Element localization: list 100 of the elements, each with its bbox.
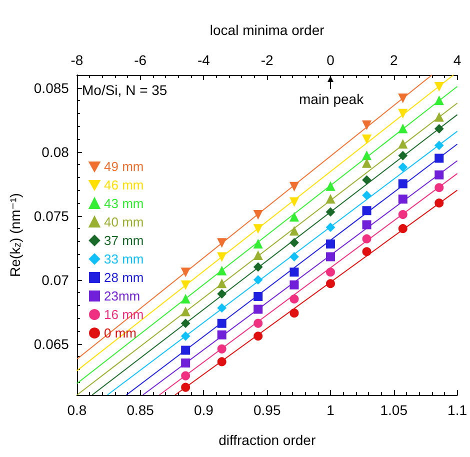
point [181,307,190,316]
point [326,182,335,191]
point [217,330,226,340]
point [217,344,226,354]
point [326,222,335,232]
point [181,268,190,277]
point [362,220,372,230]
point [434,112,444,122]
point [254,332,263,341]
point [290,212,299,222]
x-tick-label: 0.8 [67,402,87,418]
point [254,210,263,220]
point [398,224,408,234]
y-tick-label: 0.085 [34,80,70,96]
point [362,206,372,216]
point [217,357,226,366]
point [254,262,263,272]
point [181,371,190,380]
point [326,268,335,277]
point [254,224,263,234]
point [326,252,335,262]
annotation: main peak [299,91,365,107]
point [434,154,444,163]
x-tick-label: 0.95 [253,402,281,418]
point [217,318,226,328]
point [290,197,299,206]
point [398,151,408,160]
point [398,94,408,103]
legend-label: 46 mm [104,178,144,192]
x-tick-label: 0.9 [194,402,214,418]
point [254,292,263,301]
x2-tick-label: -2 [260,52,274,68]
x-tick-label: 1 [326,402,335,418]
legend-label: 49 mm [104,159,144,174]
legend-label: 33 mm [104,252,144,266]
point [254,239,263,248]
point [362,158,372,168]
point [434,140,444,150]
point [398,210,408,220]
point [290,182,299,191]
x2-tick-label: 4 [453,52,462,68]
point [254,318,263,328]
point [434,170,444,180]
x2-tick-label: -8 [70,52,84,68]
y-tick-label: 0.07 [42,272,70,288]
point [362,190,372,200]
point [398,162,408,172]
point [434,183,444,192]
point [217,289,226,298]
point [434,96,444,106]
x2-tick-label: -4 [197,52,210,68]
x-tick-label: 0.85 [126,402,154,418]
legend-label: 43 mm [104,196,144,211]
y-tick-label: 0.075 [34,208,70,224]
x-tick-label: 1.1 [448,402,468,418]
legend-label: 40 mm [104,214,144,230]
point [181,382,190,392]
annotation: Mo/Si, N = 35 [82,82,168,98]
point [181,280,190,290]
point [434,82,444,92]
point [326,279,335,288]
point [217,303,226,312]
point [181,358,190,368]
point [290,294,299,304]
point [217,238,226,248]
point [434,198,444,208]
point [254,304,263,314]
point [326,207,335,216]
point [290,308,299,318]
point [217,252,226,262]
point [181,294,190,304]
x-axis-title: diffraction order [218,432,316,448]
legend-label: 23mm [104,288,140,304]
point [181,332,190,341]
point [398,179,408,188]
x2-tick-label: 0 [326,52,335,68]
point [434,124,444,134]
x2-tick-label: 2 [390,52,398,68]
point [362,247,372,256]
point [217,279,226,288]
point [254,275,263,284]
legend-label: 28 mm [104,270,144,285]
point [290,226,299,236]
point [290,238,299,248]
legend-label: 37 mm [104,233,144,248]
point [398,194,408,204]
point [181,346,190,355]
x2-tick-label: -6 [134,52,147,68]
point [362,234,372,244]
point [398,108,408,118]
x2-axis-title: local minima order [210,22,325,38]
y-tick-label: 0.08 [42,144,70,160]
y-axis-title: Re(kz) (nm⁻¹) [7,193,24,277]
point [398,124,408,134]
y-tick-label: 0.065 [34,336,70,352]
point [290,252,299,262]
point [290,280,299,290]
point [362,175,372,184]
point [362,134,372,144]
x-tick-label: 1.05 [380,402,408,418]
